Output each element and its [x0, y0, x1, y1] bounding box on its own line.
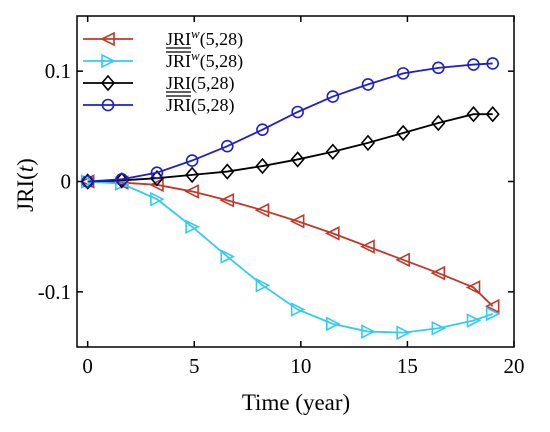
- y-axis-label-close: ): [13, 158, 38, 166]
- data-point: [484, 298, 500, 314]
- y-axis-label: JRI(t): [13, 158, 38, 212]
- data-point: [360, 134, 376, 152]
- axes: [76, 15, 515, 348]
- y-tick-label: 0: [61, 170, 72, 194]
- y-tick-label: -0.1: [38, 280, 71, 304]
- data-point: [256, 123, 269, 136]
- data-point: [220, 249, 236, 264]
- data-point: [325, 226, 340, 241]
- series-line: [87, 180, 493, 334]
- plot-frame: [76, 15, 515, 348]
- legend-label-args: (5,28): [200, 51, 244, 72]
- legend-label: JRI(5,28): [166, 73, 235, 94]
- legend-label: JRIw(5,28): [166, 26, 243, 50]
- data-point: [361, 324, 376, 339]
- data-point: [290, 151, 305, 168]
- data-point: [466, 105, 481, 123]
- legend-label-sup: w: [191, 26, 200, 41]
- data-point: [395, 252, 410, 268]
- series-2: [80, 174, 501, 340]
- data-point: [291, 105, 304, 119]
- data-point: [220, 163, 235, 180]
- y-axis-label-var: t: [13, 165, 38, 172]
- x-tick-label: 20: [504, 354, 525, 378]
- data-point: [290, 302, 306, 317]
- data-point: [486, 57, 499, 70]
- legend-label: JRI(5,28): [166, 95, 235, 116]
- data-point: [254, 202, 270, 218]
- data-point: [150, 166, 164, 179]
- x-tick-label: 5: [189, 354, 200, 378]
- data-point: [326, 316, 341, 332]
- data-point: [325, 143, 340, 160]
- legend-item: JRI(5,28): [83, 95, 235, 116]
- legend-label-args: (5,28): [200, 29, 244, 50]
- data-point: [432, 61, 445, 75]
- data-point: [431, 114, 446, 132]
- data-point: [396, 67, 410, 80]
- x-axis-label: Time (year): [242, 390, 350, 415]
- legend-swatch-marker: [101, 53, 116, 69]
- data-point: [185, 219, 200, 235]
- data-point: [255, 157, 270, 175]
- data-point: [185, 166, 200, 184]
- legend-swatch-marker: [100, 31, 115, 47]
- legend-label-base: JRI: [166, 51, 191, 71]
- series-line: [87, 62, 493, 183]
- data-point: [115, 172, 129, 186]
- data-point: [431, 320, 447, 336]
- legend-swatch-marker: [100, 74, 116, 92]
- legend-item: JRIw(5,28): [83, 26, 243, 50]
- series-line: [87, 180, 494, 307]
- data-point: [289, 213, 305, 229]
- data-point: [465, 280, 481, 295]
- legend-label: JRIw(5,28): [166, 48, 243, 72]
- legend-label-base: JRI: [166, 29, 191, 49]
- legend-swatch-marker: [101, 98, 115, 112]
- series-3: [80, 105, 500, 190]
- series-4: [81, 57, 499, 188]
- legend-label-args: (5,28): [191, 73, 235, 94]
- data-point: [219, 192, 235, 208]
- y-axis-label-main: JRI(: [13, 172, 38, 212]
- data-point: [220, 139, 234, 153]
- data-point: [396, 325, 411, 340]
- ticks: 0 5 10 15 20 -0.1 0 0.1: [38, 16, 525, 378]
- x-tick-label: 15: [397, 354, 418, 378]
- data-point: [467, 58, 480, 71]
- series-layer: [79, 57, 501, 340]
- data-point: [485, 105, 500, 123]
- data-point: [360, 239, 375, 254]
- data-point: [150, 191, 165, 207]
- legend-label-base: JRI: [166, 73, 191, 93]
- data-point: [149, 177, 164, 193]
- legend-item: JRI(5,28): [83, 73, 235, 94]
- data-point: [466, 313, 482, 328]
- data-point: [184, 184, 199, 199]
- data-point: [361, 78, 375, 91]
- data-point: [185, 154, 199, 167]
- legend-label-base: JRI: [166, 95, 191, 115]
- y-tick-label: 0.1: [45, 59, 71, 83]
- series-line: [87, 113, 493, 183]
- data-point: [430, 265, 446, 281]
- legend-label-sup: w: [191, 48, 200, 63]
- data-point: [485, 306, 501, 322]
- data-point: [255, 277, 271, 293]
- series-1: [79, 174, 500, 314]
- data-point: [396, 124, 411, 142]
- data-point: [326, 90, 340, 103]
- legend-item: JRIw(5,28): [83, 48, 243, 72]
- data-point: [80, 173, 95, 190]
- x-tick-label: 0: [82, 354, 93, 378]
- legend: JRIw(5,28)JRIw(5,28)JRI(5,28)JRI(5,28): [83, 26, 243, 116]
- legend-label-args: (5,28): [191, 95, 235, 116]
- x-tick-label: 10: [290, 354, 311, 378]
